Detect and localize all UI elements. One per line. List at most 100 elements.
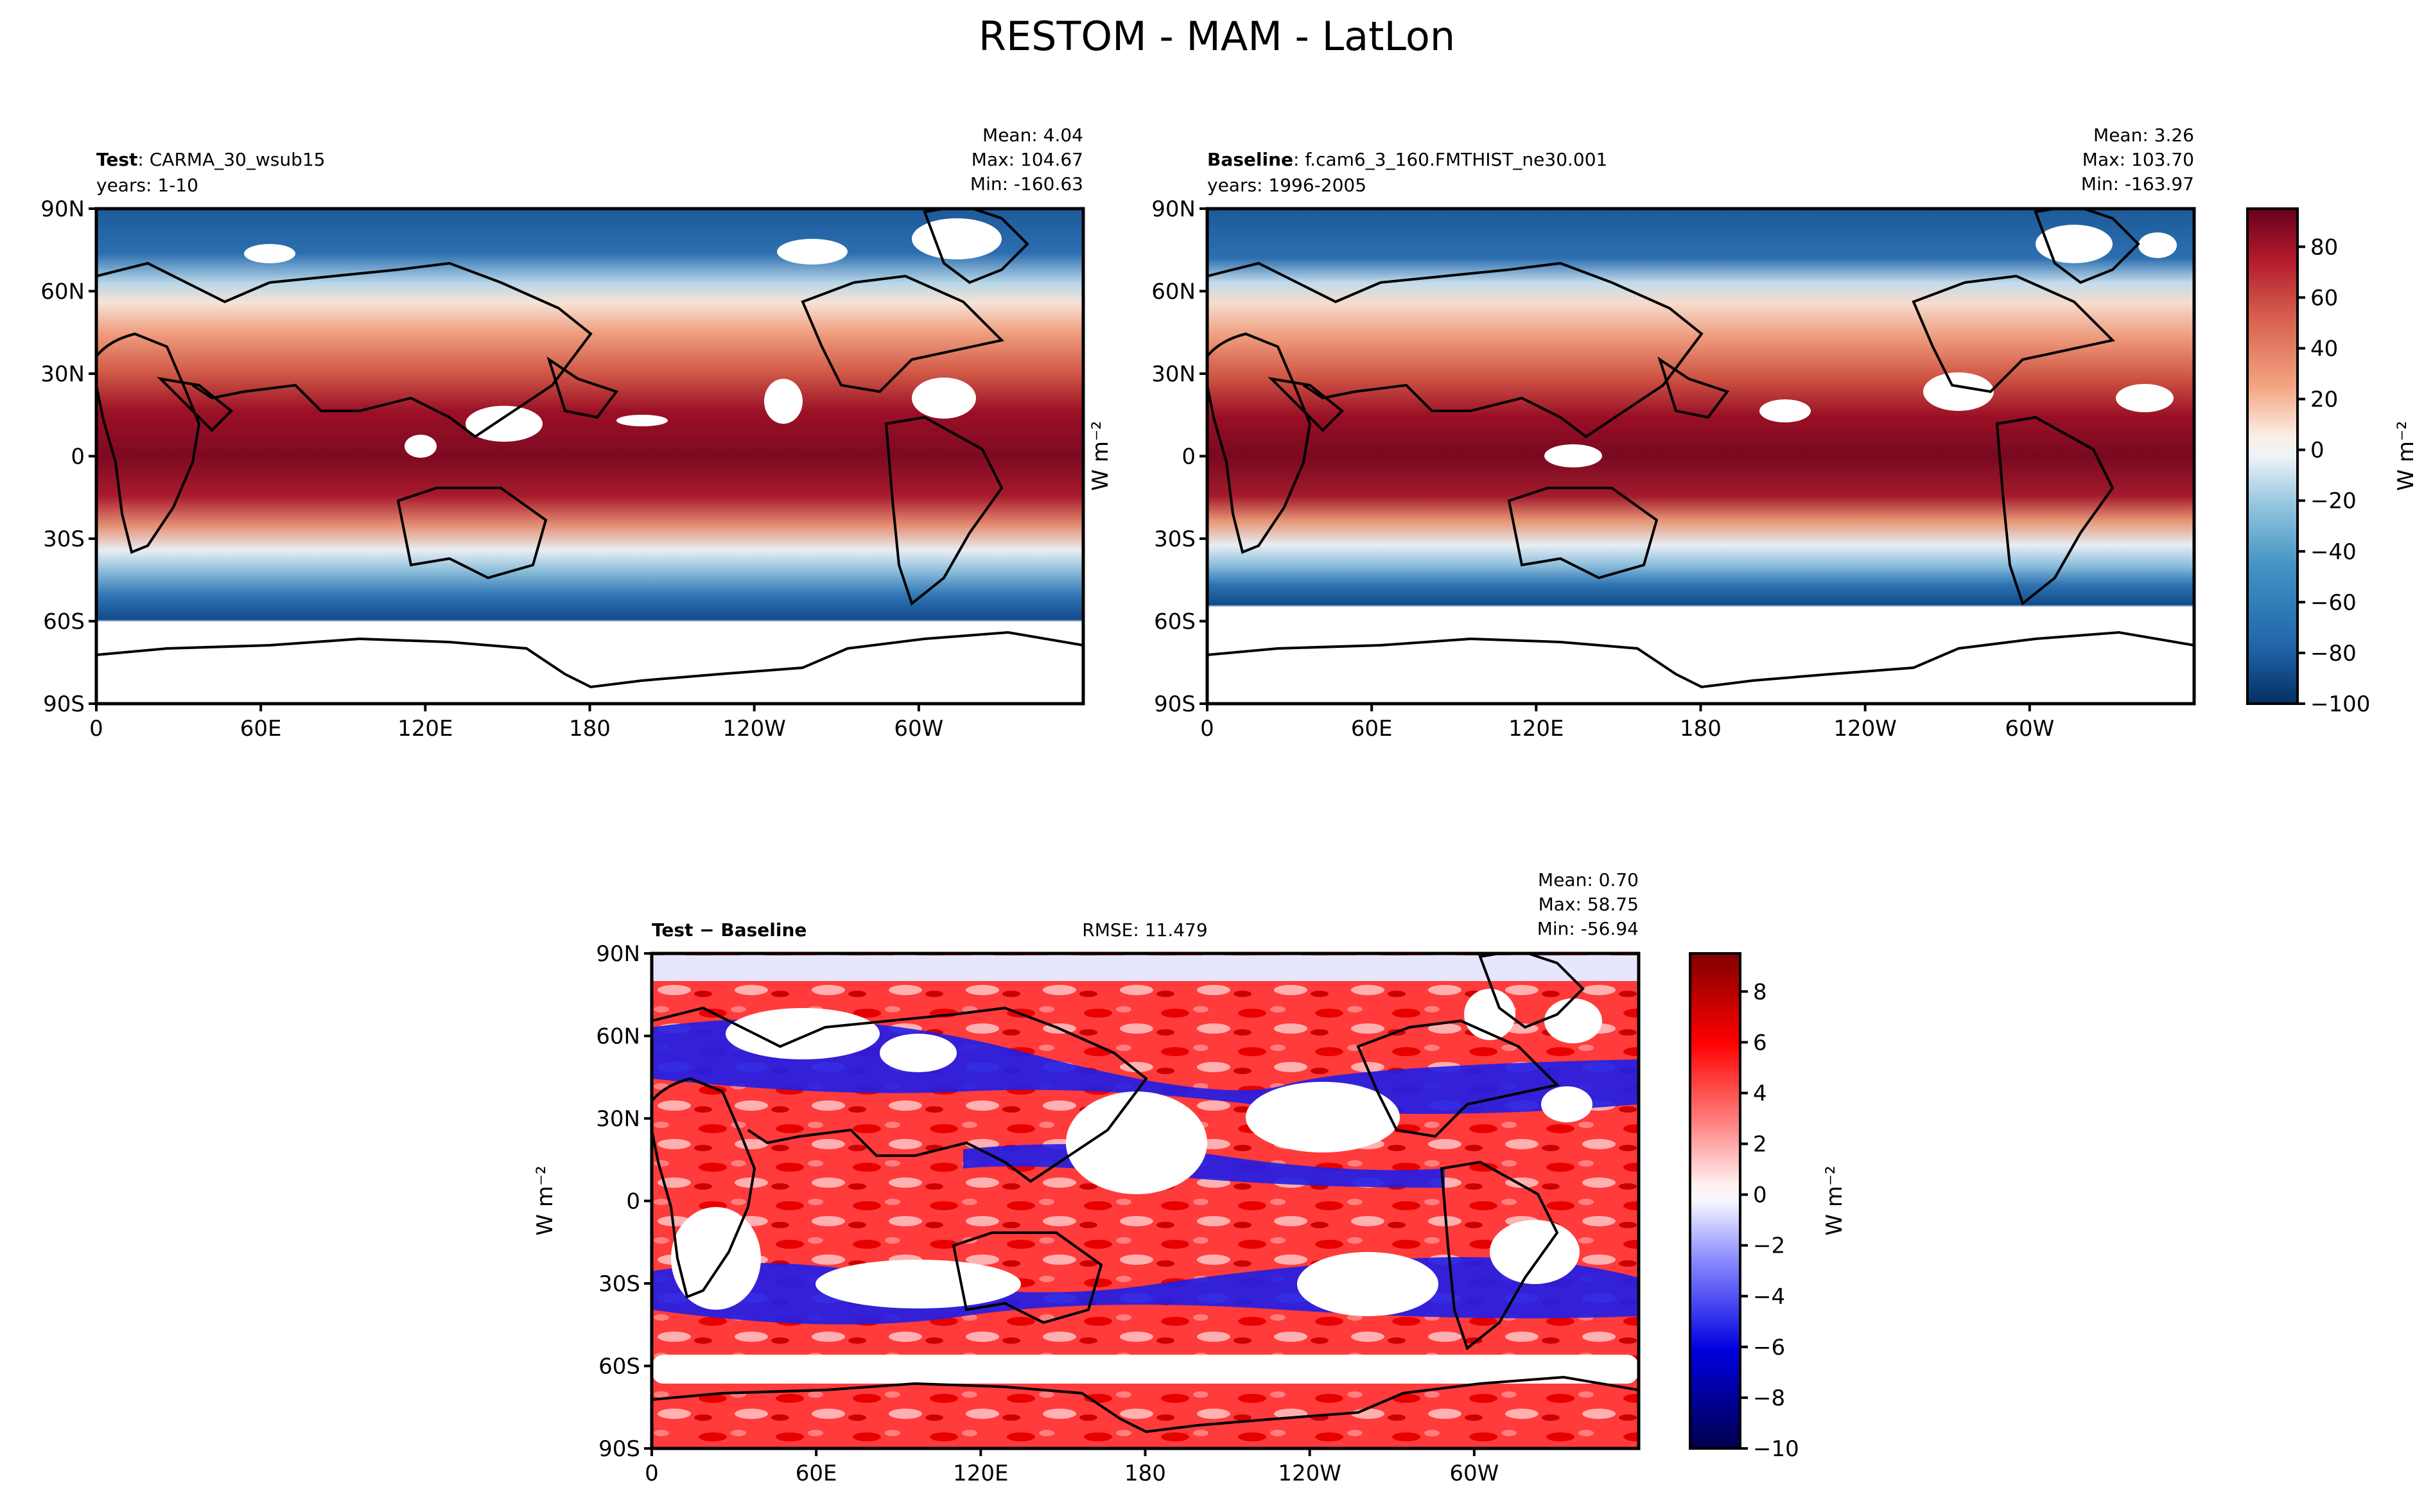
panel-diff: Test − Baseline RMSE: 11.479 Mean: 0.70 … (532, 869, 1641, 1486)
colorbar-tick-label: 0 (1753, 1183, 1767, 1208)
lat-tick-label: 30S (598, 1271, 640, 1297)
colorbar-diff-gradient (1689, 952, 1741, 1450)
panel-baseline-blank (2116, 384, 2174, 412)
panel-baseline-label-rest: : f.cam6_3_160.FMTHIST_ne30.001 (1293, 149, 1607, 170)
colorbar-diff-unit: W m⁻² (1822, 1165, 1847, 1235)
panel-test-coastlines (96, 209, 1083, 689)
panel-baseline-label-bold: Baseline (1207, 149, 1293, 170)
lon-tick-label: 120E (1508, 716, 1564, 742)
panel-test-max: Max: 104.67 (972, 149, 1083, 170)
lon-tick-label: 120W (1833, 716, 1897, 742)
colorbar-diff-ticks: 8 6 4 2 0 −2 −4 −6 −8 −10 (1740, 979, 1799, 1462)
lat-tick-label: 60N (596, 1024, 640, 1050)
panel-test-blank (912, 218, 1002, 259)
panel-diff-rmse: RMSE: 11.479 (1082, 919, 1207, 941)
lat-tick-label: 90N (1151, 196, 1196, 222)
lon-tick-label: 120W (1278, 1461, 1341, 1486)
panel-baseline-years: years: 1996-2005 (1207, 175, 1366, 196)
lat-tick-label: 60S (1154, 609, 1196, 635)
panel-baseline-field (1207, 209, 2194, 704)
panel-diff-min: Min: -56.94 (1537, 918, 1639, 939)
colorbar-tick-label: −6 (1753, 1335, 1785, 1360)
panel-baseline-max: Max: 103.70 (2082, 149, 2194, 170)
colorbar-tick-label: −60 (2310, 590, 2357, 616)
colorbar-tick-label: 6 (1753, 1030, 1767, 1056)
panel-baseline: Baseline: f.cam6_3_160.FMTHIST_ne30.001 … (1088, 125, 2196, 742)
panel-test-min: Min: -160.63 (970, 173, 1083, 195)
panel-baseline-blank (2138, 232, 2177, 258)
panel-baseline-blank (1759, 399, 1811, 422)
lon-tick-label: 180 (1124, 1461, 1166, 1486)
colorbar-tick-label: −80 (2310, 641, 2357, 666)
panel-diff-label: Test − Baseline (652, 919, 807, 941)
colorbar-tick-label: −100 (2310, 691, 2370, 717)
colorbar-tick-label: 60 (2310, 285, 2338, 311)
lon-tick-label: 60E (240, 716, 282, 742)
lat-tick-label: 60S (43, 609, 85, 635)
lon-tick-label: 0 (89, 716, 103, 742)
panel-test-blank (764, 379, 803, 424)
lon-tick-label: 60W (894, 716, 943, 742)
colorbar-tick-label: −40 (2310, 539, 2357, 565)
lon-tick-label: 120E (397, 716, 453, 742)
colorbar-main: 80 60 40 20 0 −20 −40 −60 −80 −100 W m⁻² (2246, 207, 2419, 717)
panel-test-map (96, 209, 1083, 704)
lat-tick-label: 90S (598, 1436, 640, 1462)
colorbar-tick-label: 80 (2310, 234, 2338, 260)
lat-tick-label: 90S (1154, 691, 1196, 717)
colorbar-main-ticks: 80 60 40 20 0 −20 −40 −60 −80 −100 (2298, 234, 2370, 717)
colorbar-tick-label: −4 (1753, 1284, 1785, 1310)
panel-test-blank (466, 406, 543, 442)
lon-tick-label: 0 (1200, 716, 1214, 742)
panel-test-label: Test: CARMA_30_wsub15 (96, 149, 326, 170)
lon-tick-label: 180 (1680, 716, 1722, 742)
lat-tick-label: 30N (596, 1106, 640, 1132)
panel-baseline-coastlines (1207, 209, 2194, 689)
lat-tick-label: 90N (40, 196, 85, 222)
panel-diff-lon-ticks: 0 60E 120E 180 120W 60W (645, 1448, 1499, 1486)
colorbar-tick-label: −20 (2310, 489, 2357, 514)
lat-tick-label: 60N (1151, 279, 1196, 305)
panel-baseline-min: Min: -163.97 (2081, 173, 2194, 195)
panel-baseline-map (1207, 209, 2194, 704)
lon-tick-label: 180 (569, 716, 611, 742)
panel-test-lon-ticks: 0 60E 120E 180 120W 60W (89, 704, 943, 742)
panel-baseline-blank (2036, 225, 2113, 263)
colorbar-tick-label: −2 (1753, 1233, 1785, 1259)
panel-test: Test: CARMA_30_wsub15 years: 1-10 Mean: … (40, 125, 1085, 742)
panel-test-blank (405, 435, 437, 458)
panel-test-field (96, 209, 1083, 704)
lat-tick-label: 0 (1182, 444, 1196, 470)
colorbar-tick-label: 2 (1753, 1132, 1767, 1158)
colorbar-tick-label: 4 (1753, 1081, 1767, 1106)
lat-tick-label: 30S (43, 526, 85, 552)
lon-tick-label: 120W (722, 716, 786, 742)
lat-tick-label: 30N (1151, 361, 1196, 387)
colorbar-tick-label: 8 (1753, 979, 1767, 1005)
lat-tick-label: 0 (71, 444, 85, 470)
lat-tick-label: 60S (598, 1354, 640, 1380)
panel-baseline-lat-ticks: 90N 60N 30N 0 30S 60S 90S (1151, 196, 1207, 717)
lon-tick-label: 60E (796, 1461, 837, 1486)
lat-tick-label: 30S (1154, 526, 1196, 552)
figure-title: RESTOM - MAM - LatLon (979, 13, 1455, 60)
panel-baseline-blank (1544, 444, 1602, 467)
panel-test-blank (244, 244, 295, 263)
panel-test-lat-ticks: 90N 60N 30N 0 30S 60S 90S (40, 196, 96, 717)
lat-tick-label: 90S (43, 691, 85, 717)
panel-test-label-bold: Test (96, 149, 137, 170)
panel-baseline-blank (1923, 372, 1994, 411)
panel-diff-lat-ticks: 90N 60N 30N 0 30S 60S 90S (596, 941, 652, 1462)
panel-baseline-lon-ticks: 0 60E 120E 180 120W 60W (1200, 704, 2054, 742)
colorbar-main-unit: W m⁻² (2393, 421, 2419, 491)
lat-tick-label: 90N (596, 941, 640, 967)
panel-diff-max: Max: 58.75 (1539, 894, 1639, 915)
panel-test-years: years: 1-10 (96, 175, 198, 196)
colorbar-tick-label: −10 (1753, 1436, 1799, 1462)
lat-tick-label: 60N (40, 279, 85, 305)
panel-test-label-rest: : CARMA_30_wsub15 (137, 149, 325, 170)
lon-tick-label: 60W (1449, 1461, 1499, 1486)
colorbar-tick-label: 0 (2310, 438, 2324, 464)
lat-tick-label: 0 (626, 1189, 640, 1215)
panel-test-blank (616, 415, 668, 426)
